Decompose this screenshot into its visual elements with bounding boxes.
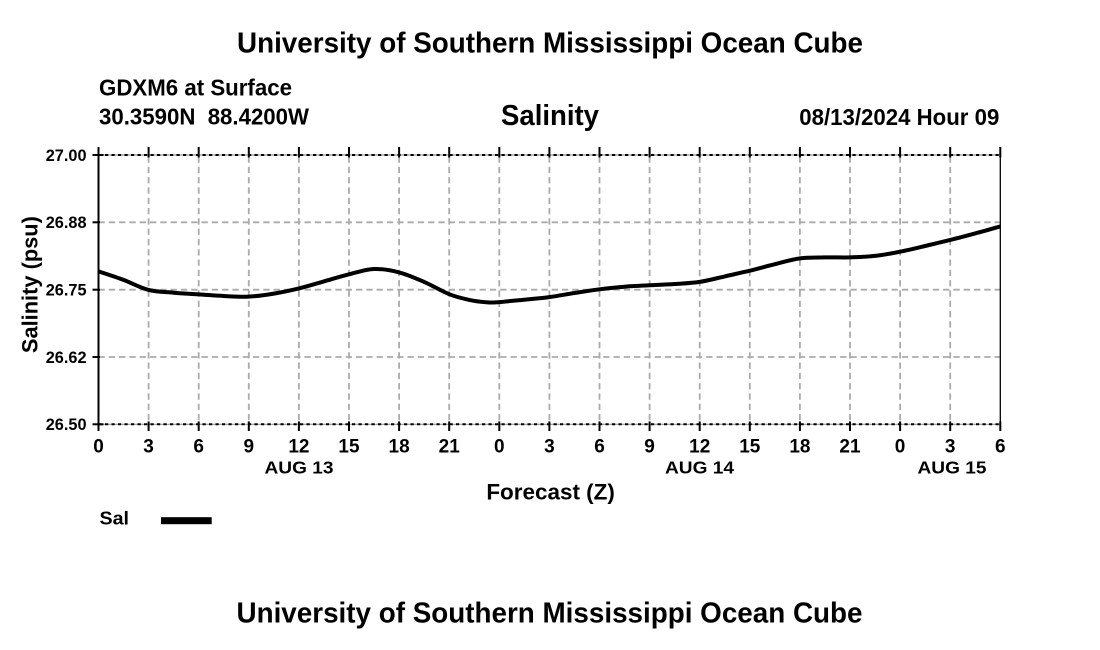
svg-text:0: 0 (494, 436, 505, 457)
svg-text:GDXM6 at Surface: GDXM6 at Surface (99, 75, 292, 101)
svg-text:0: 0 (895, 436, 906, 457)
svg-text:12: 12 (288, 436, 309, 457)
svg-text:0: 0 (93, 436, 104, 457)
svg-text:08/13/2024 Hour 09: 08/13/2024 Hour 09 (799, 104, 999, 130)
svg-text:6: 6 (193, 436, 204, 457)
svg-text:University of Southern Mississ: University of Southern Mississippi Ocean… (237, 27, 863, 59)
svg-text:26.75: 26.75 (46, 282, 87, 300)
svg-text:21: 21 (439, 436, 461, 457)
svg-text:26.50: 26.50 (46, 416, 87, 434)
svg-text:26.88: 26.88 (46, 214, 87, 232)
svg-text:30.3590N 88.4200W: 30.3590N 88.4200W (99, 104, 309, 130)
svg-text:21: 21 (839, 436, 861, 457)
svg-text:18: 18 (389, 436, 410, 457)
svg-text:Salinity: Salinity (501, 100, 599, 132)
svg-text:AUG 14: AUG 14 (665, 458, 734, 478)
svg-text:12: 12 (689, 436, 710, 457)
svg-text:3: 3 (945, 436, 956, 457)
svg-text:Salinity (psu): Salinity (psu) (18, 216, 43, 353)
svg-text:Sal: Sal (100, 509, 130, 529)
svg-text:15: 15 (739, 436, 761, 457)
svg-text:6: 6 (594, 436, 605, 457)
svg-text:3: 3 (544, 436, 555, 457)
svg-text:15: 15 (338, 436, 360, 457)
svg-text:6: 6 (995, 436, 1006, 457)
svg-text:9: 9 (244, 436, 255, 457)
svg-text:18: 18 (789, 436, 810, 457)
svg-text:Forecast (Z): Forecast (Z) (486, 480, 615, 505)
svg-text:27.00: 27.00 (46, 147, 87, 165)
svg-text:AUG 15: AUG 15 (918, 458, 987, 478)
svg-text:University of Southern Mississ: University of Southern Mississippi Ocean… (237, 598, 863, 630)
svg-text:AUG 13: AUG 13 (265, 458, 334, 478)
svg-text:9: 9 (644, 436, 655, 457)
svg-text:26.62: 26.62 (46, 349, 87, 367)
svg-text:3: 3 (143, 436, 154, 457)
